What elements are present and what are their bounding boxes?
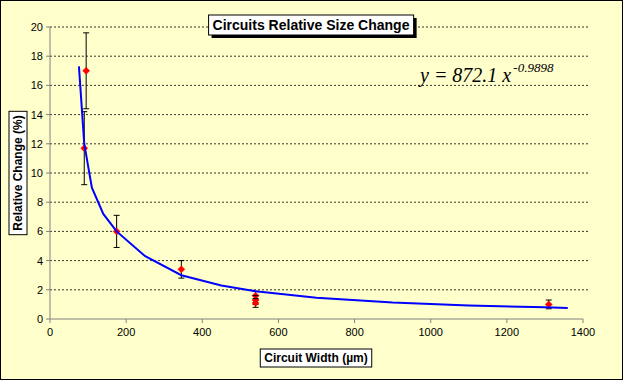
data-point [178, 266, 185, 273]
error-bar-cap [114, 247, 120, 248]
grid [50, 27, 590, 290]
y-tick [46, 114, 50, 115]
chart-title-box [209, 15, 414, 35]
error-bar-cap [253, 298, 259, 299]
x-tick [126, 319, 127, 323]
error-bar-cap [83, 32, 89, 33]
x-tick [506, 319, 507, 323]
x-tick-label: 800 [345, 326, 363, 338]
x-tick [430, 319, 431, 323]
error-bar-cap [178, 278, 184, 279]
page: {"chart_data": { "type": "scatter", "tit… [0, 0, 623, 380]
y-axis-label-box [9, 111, 27, 234]
chart-container: 0246810121416182002004006008001000120014… [0, 0, 623, 380]
y-tick-label: 2 [37, 284, 43, 296]
error-bar-cap [253, 295, 259, 296]
x-tick-label: 600 [269, 326, 287, 338]
error-bar-cap [546, 300, 552, 301]
error-bar [253, 291, 259, 300]
grid-line [50, 114, 590, 115]
error-bar [253, 299, 259, 308]
error-bar-cap [83, 108, 89, 109]
y-tick-label: 8 [37, 196, 43, 208]
data-group [79, 33, 568, 309]
trend-line [79, 66, 568, 308]
x-tick-label: 0 [47, 326, 53, 338]
grid-line [50, 56, 590, 57]
grid-line [50, 173, 590, 174]
x-tick-label: 1400 [571, 326, 595, 338]
error-bar-cap [81, 184, 87, 185]
y-tick-label: 0 [37, 313, 43, 325]
grid-line [50, 202, 590, 203]
error-bar-cap [178, 260, 184, 261]
y-tick-label: 12 [31, 138, 43, 150]
data-point [252, 292, 259, 299]
x-tick-label: 1000 [418, 326, 442, 338]
x-axis-line [50, 319, 583, 320]
data-point [83, 67, 90, 74]
y-tick [46, 231, 50, 232]
grid-line [50, 260, 590, 261]
x-axis-label: Circuit Width (µm) [264, 351, 367, 365]
chart-svg: 0246810121416182002004006008001000120014… [0, 0, 623, 380]
x-tick [278, 319, 279, 323]
data-point [252, 299, 259, 306]
y-tick [46, 27, 50, 28]
x-axis-label-box [260, 349, 371, 367]
x-tick-label: 1200 [495, 326, 519, 338]
y-tick [46, 260, 50, 261]
y-tick-label: 4 [37, 255, 43, 267]
y-tick [46, 143, 50, 144]
y-axis-label-group: Relative Change (%) [9, 111, 27, 234]
y-tick [46, 289, 50, 290]
x-tick [202, 319, 203, 323]
grid-line [50, 289, 590, 290]
y-tick [46, 85, 50, 86]
x-tick [354, 319, 355, 323]
y-tick-label: 10 [31, 167, 43, 179]
y-tick-label: 20 [31, 21, 43, 33]
error-bar-cap [253, 307, 259, 308]
chart-title: Circuits Relative Size Change [213, 17, 410, 33]
y-axis-line [50, 27, 51, 319]
y-tick-label: 16 [31, 79, 43, 91]
x-tick-label: 400 [193, 326, 211, 338]
y-axis-label: Relative Change (%) [11, 115, 25, 230]
grid-line [50, 143, 590, 144]
error-bar [83, 33, 89, 109]
y-tick-label: 18 [31, 50, 43, 62]
chart-title-group: Circuits Relative Size Change [209, 15, 417, 38]
grid-line [50, 231, 590, 232]
y-tick-label: 6 [37, 225, 43, 237]
x-axis-label-group: Circuit Width (µm) [260, 349, 371, 367]
y-tick-label: 14 [31, 109, 43, 121]
y-tick [46, 56, 50, 57]
x-tick [583, 319, 584, 323]
x-tick-label: 200 [117, 326, 135, 338]
chart-background [1, 1, 623, 380]
y-tick [46, 319, 50, 320]
y-tick [46, 173, 50, 174]
equation-annotation: y = 872.1 x [418, 64, 511, 87]
y-tick [46, 202, 50, 203]
x-tick [50, 319, 51, 323]
error-bar-cap [114, 215, 120, 216]
equation-exponent: -0.9898 [513, 60, 554, 75]
